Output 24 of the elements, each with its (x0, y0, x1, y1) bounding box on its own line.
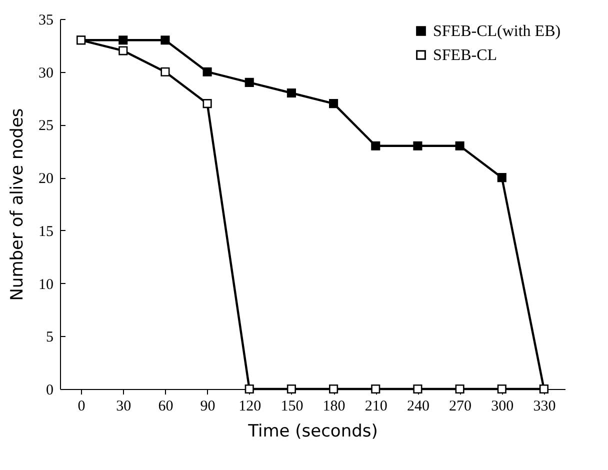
x-tick-label: 270 (449, 398, 472, 414)
x-tick-label: 210 (364, 398, 388, 414)
x-tick-label: 120 (238, 398, 262, 414)
x-tick-label: 240 (406, 398, 430, 414)
y-tick-label: 35 (38, 12, 54, 28)
y-tick-label: 15 (38, 224, 54, 240)
x-tick-label: 330 (533, 398, 556, 414)
y-tick-label: 20 (38, 171, 54, 188)
x-axis-title: Time (seconds) (247, 422, 378, 442)
x-tick-label: 150 (280, 398, 304, 414)
x-tick-label: 180 (322, 398, 346, 414)
x-tick-label: 90 (200, 398, 216, 414)
y-tick-label: 25 (38, 118, 54, 134)
x-tick-label: 60 (158, 398, 174, 414)
y-tick-label: 10 (38, 276, 54, 293)
legend-label: SFEB-CL (433, 47, 498, 64)
y-tick-label: 30 (38, 65, 54, 82)
y-axis-title: Number of alive nodes (8, 108, 28, 301)
x-tick-label: 0 (78, 398, 86, 414)
y-tick-label: 5 (46, 330, 54, 346)
x-tick-label: 300 (491, 398, 514, 414)
legend-label: SFEB-CL(with EB) (433, 23, 561, 40)
x-tick-label: 30 (116, 398, 132, 414)
y-tick-label: 0 (46, 382, 54, 398)
